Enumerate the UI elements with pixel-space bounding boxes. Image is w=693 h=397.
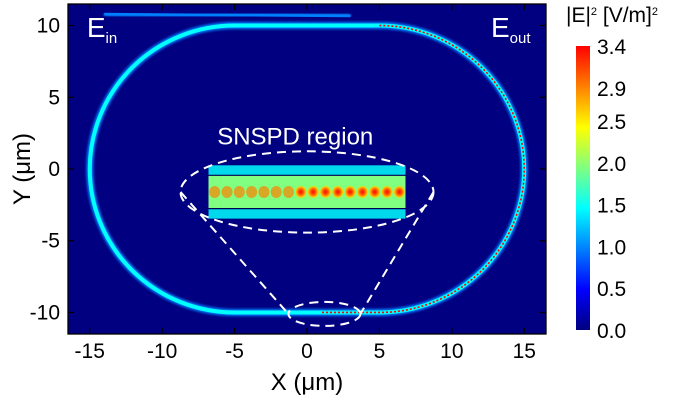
- colorbar-tick-label: 3.4: [597, 36, 627, 59]
- colorbar-tick-label: 2.5: [597, 111, 626, 134]
- field-spot: [392, 184, 406, 199]
- snspd-inset: [208, 165, 406, 219]
- zoom-line-left: [179, 191, 290, 315]
- field-spot: [380, 184, 394, 199]
- zoom-line-right: [359, 191, 435, 315]
- field-spot: [294, 184, 308, 199]
- colorbar-tick-label: 1.5: [597, 195, 626, 218]
- colorbar-tick-label: 2.9: [597, 78, 626, 101]
- zoom-outline: [179, 150, 435, 327]
- snspd-region-label: SNSPD region: [217, 124, 373, 151]
- field-spot: [270, 185, 282, 198]
- field-spot: [331, 184, 345, 199]
- output-field-label: Eout: [491, 12, 531, 47]
- field-spot: [246, 185, 258, 198]
- field-spot: [258, 185, 270, 198]
- x-tick-label: -10: [147, 340, 177, 363]
- colorbar-scale: [576, 46, 590, 330]
- field-spot: [368, 184, 382, 199]
- colorbar-tick-label: 0.0: [597, 320, 626, 343]
- x-axis-title: X (μm): [271, 369, 343, 396]
- y-tick-label: -5: [41, 230, 60, 253]
- field-spot: [283, 185, 295, 198]
- input-field-label: Ein: [87, 12, 117, 47]
- x-tick-label: -15: [75, 340, 105, 363]
- x-tick-label: 10: [440, 340, 463, 363]
- field-spot: [318, 184, 332, 199]
- field-spot: [209, 185, 221, 198]
- colorbar: |E|2 [V/m]2 3.4 2.9 2.5 2.0 1.5 1.0 0.5 0.0: [566, 4, 658, 343]
- y-tick-label: 5: [48, 86, 60, 109]
- colorbar-tick-label: 1.0: [597, 236, 626, 259]
- field-map: [86, 11, 528, 316]
- x-tick-label: 15: [513, 340, 536, 363]
- axis-ticks: -15 -10 -5 0 5 10 15 10 5 0 -5 -10: [30, 4, 546, 363]
- colorbar-title: |E|2 [V/m]2: [566, 4, 658, 27]
- field-spot: [233, 185, 245, 198]
- x-tick-label: 0: [301, 340, 313, 363]
- colorbar-tick-label: 0.5: [597, 278, 626, 301]
- y-axis-title: Y (μm): [9, 133, 36, 205]
- field-spot: [355, 184, 369, 199]
- x-tick-label: -5: [225, 340, 244, 363]
- field-spot: [343, 184, 357, 199]
- field-spot: [221, 185, 233, 198]
- y-tick-label: 0: [48, 158, 60, 181]
- colorbar-tick-label: 2.0: [597, 153, 626, 176]
- bus-waveguide: [104, 12, 351, 18]
- y-tick-label: -10: [30, 301, 60, 324]
- field-spot: [306, 184, 320, 199]
- y-tick-label: 10: [37, 15, 60, 38]
- colorbar-tick-labels: 3.4 2.9 2.5 2.0 1.5 1.0 0.5 0.0: [597, 36, 627, 343]
- x-tick-label: 5: [374, 340, 386, 363]
